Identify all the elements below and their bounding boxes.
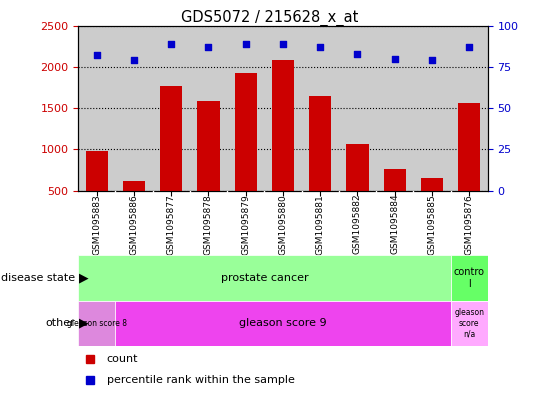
- Text: gleason score 9: gleason score 9: [239, 318, 327, 328]
- Bar: [384, 169, 406, 191]
- Point: [465, 44, 473, 50]
- Point: [204, 44, 213, 50]
- Bar: [78, 301, 115, 346]
- Bar: [272, 60, 294, 191]
- Text: GDS5072 / 215628_x_at: GDS5072 / 215628_x_at: [181, 10, 358, 26]
- Bar: [115, 301, 451, 346]
- Text: GSM1095885: GSM1095885: [427, 194, 437, 255]
- Text: GSM1095876: GSM1095876: [465, 194, 474, 255]
- Text: gleason
score
n/a: gleason score n/a: [454, 309, 484, 338]
- Bar: [458, 103, 480, 191]
- Text: percentile rank within the sample: percentile rank within the sample: [107, 375, 295, 385]
- Text: GSM1095882: GSM1095882: [353, 194, 362, 255]
- Point: [130, 57, 139, 63]
- Text: GSM1095879: GSM1095879: [241, 194, 250, 255]
- Point: [93, 52, 101, 59]
- Bar: [451, 255, 488, 301]
- Text: count: count: [107, 354, 139, 364]
- Text: disease state: disease state: [1, 273, 75, 283]
- Text: GSM1095880: GSM1095880: [279, 194, 287, 255]
- Text: other: other: [46, 318, 75, 328]
- Bar: [86, 151, 108, 191]
- Text: contro
l: contro l: [454, 267, 485, 289]
- Point: [279, 40, 287, 47]
- Point: [427, 57, 436, 63]
- Point: [241, 40, 250, 47]
- Bar: [309, 95, 331, 191]
- Point: [316, 44, 324, 50]
- Text: ▶: ▶: [79, 317, 89, 330]
- Text: GSM1095886: GSM1095886: [129, 194, 139, 255]
- Bar: [197, 101, 220, 191]
- Text: GSM1095881: GSM1095881: [316, 194, 324, 255]
- Bar: [346, 144, 369, 191]
- Text: GSM1095883: GSM1095883: [92, 194, 101, 255]
- Text: gleason score 8: gleason score 8: [67, 319, 127, 328]
- Bar: [451, 301, 488, 346]
- Point: [167, 40, 176, 47]
- Bar: [123, 181, 145, 191]
- Bar: [421, 178, 443, 191]
- Text: GSM1095878: GSM1095878: [204, 194, 213, 255]
- Bar: [234, 73, 257, 191]
- Text: ▶: ▶: [79, 272, 89, 285]
- Text: GSM1095884: GSM1095884: [390, 194, 399, 255]
- Text: prostate cancer: prostate cancer: [220, 273, 308, 283]
- Point: [390, 55, 399, 62]
- Bar: [160, 86, 182, 191]
- Text: GSM1095877: GSM1095877: [167, 194, 176, 255]
- Point: [353, 50, 362, 57]
